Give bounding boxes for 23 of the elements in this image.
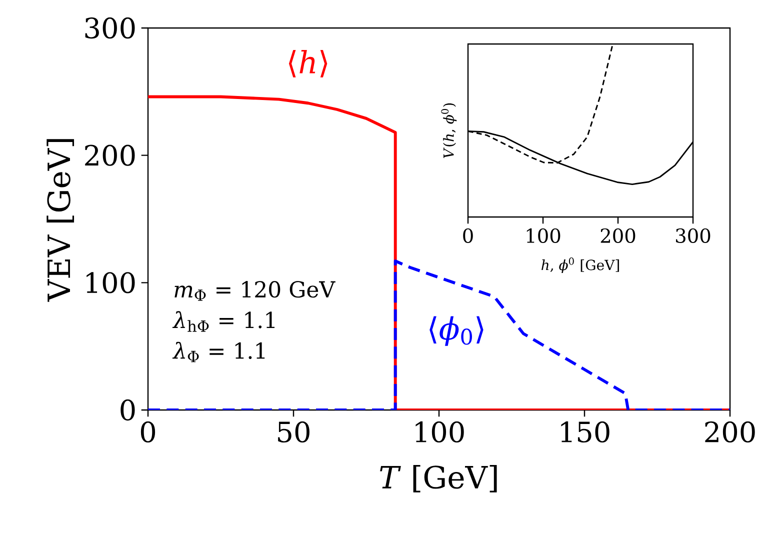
series-label: ⟨ϕ$_{0}$⟩ [430, 316, 484, 346]
x-axis-title: T [GeV] [380, 465, 497, 492]
y-axis-title: VEV [GeV] [46, 139, 74, 302]
y-tick-label: 0 [120, 399, 135, 421]
series-label: ⟨h⟩ [288, 50, 328, 78]
x-tick-label: 0 [140, 421, 156, 443]
y-axis-title: V(h, ϕ$^{0}$) [441, 103, 457, 158]
annotation: λ$_{hΦ}$ = 1.1 [172, 311, 274, 332]
x-tick-label: 200 [705, 421, 755, 443]
annotation: m$_{Φ}$ = 120 GeV [174, 281, 336, 301]
x-tick-label: 100 [526, 228, 560, 243]
annotation: λ$_{Φ}$ = 1.1 [172, 342, 265, 362]
x-tick-label: 150 [561, 421, 610, 443]
line-series [148, 260, 730, 410]
x-tick-label: 0 [463, 228, 473, 243]
x-tick-label: 50 [278, 421, 310, 443]
x-tick-label: 100 [416, 421, 464, 443]
x-tick-label: 200 [600, 228, 636, 243]
y-tick-label: 100 [86, 272, 135, 294]
y-tick-label: 300 [85, 17, 135, 39]
y-tick-label: 200 [85, 144, 135, 166]
x-axis-title: h, ϕ$^{0}$ [GeV] [542, 257, 619, 273]
x-tick-label: 300 [676, 228, 710, 243]
